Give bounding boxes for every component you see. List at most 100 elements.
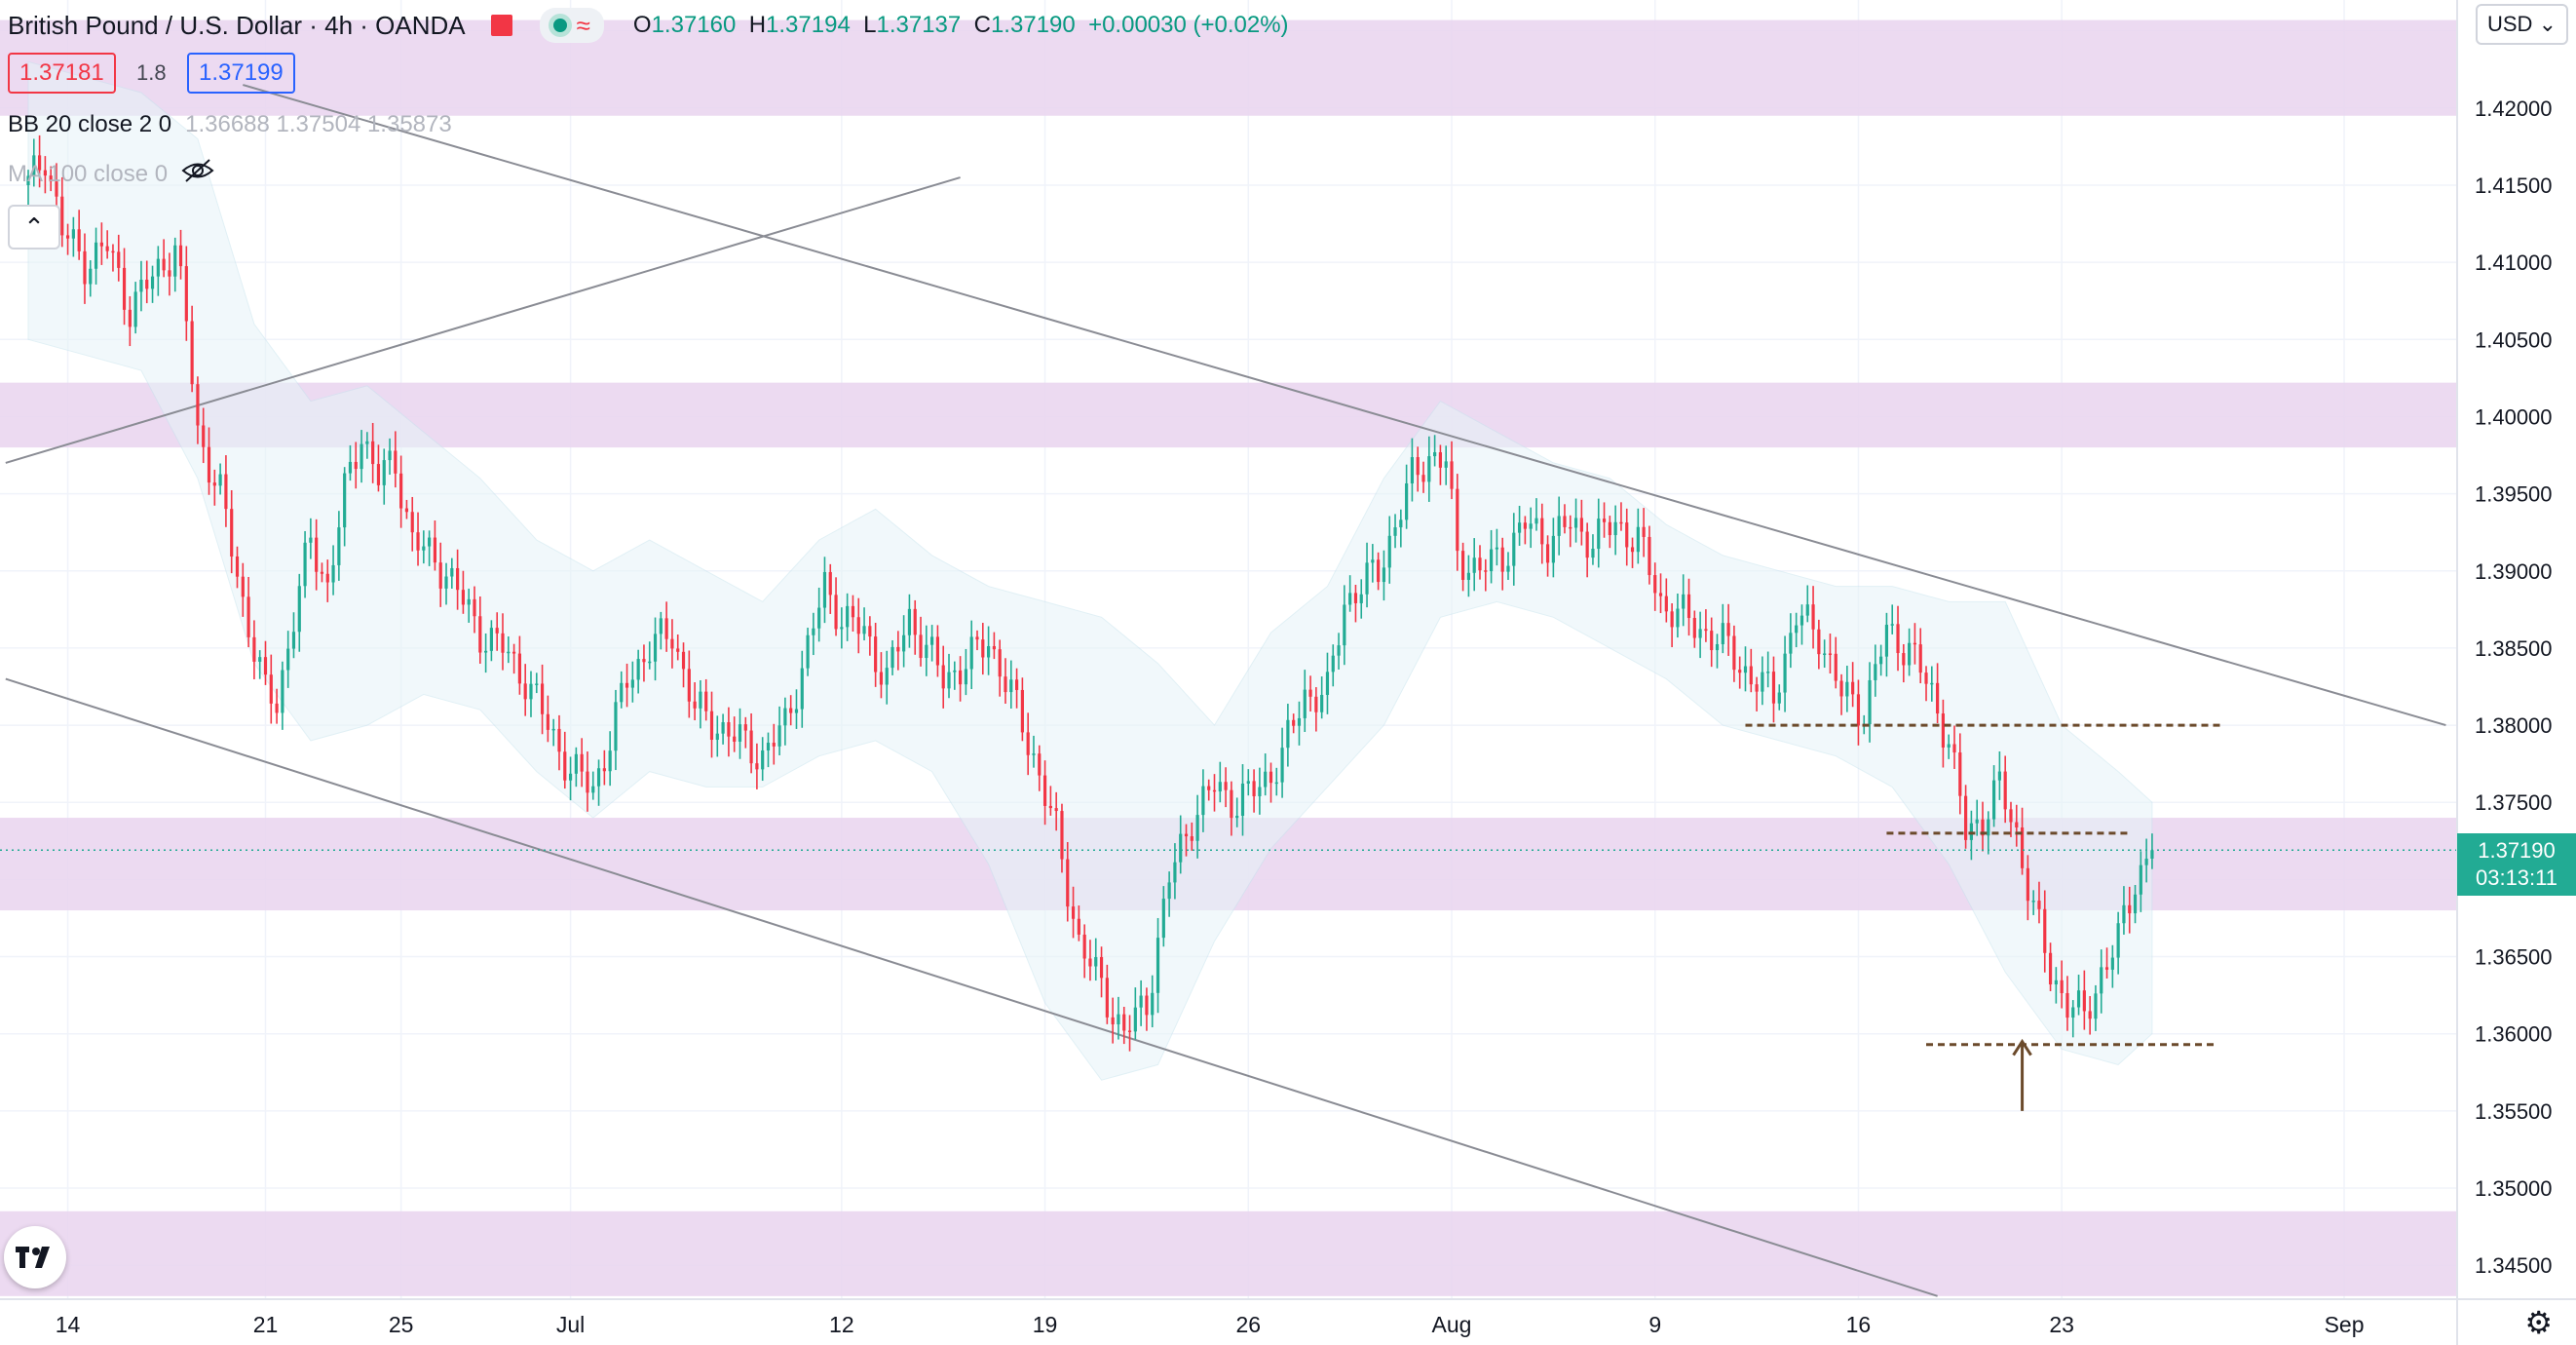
- indicator-ma[interactable]: MA 100 close 0: [8, 158, 214, 190]
- candle-body: [360, 443, 363, 470]
- candle-body: [540, 683, 545, 714]
- candle-body: [817, 607, 821, 629]
- candle-body: [32, 155, 36, 176]
- candle-body: [653, 634, 658, 662]
- candle-body: [1331, 655, 1335, 672]
- candle-body: [1026, 732, 1030, 755]
- candle-body: [783, 708, 787, 726]
- currency-button[interactable]: USD ⌄: [2476, 4, 2568, 45]
- candle-body: [1512, 532, 1516, 566]
- sell-price-button[interactable]: 1.37181: [8, 53, 116, 94]
- candle-body: [331, 564, 335, 583]
- time-tick-label: 9: [1648, 1312, 1661, 1337]
- symbol-title[interactable]: British Pound / U.S. Dollar: [8, 10, 303, 40]
- candle-body: [902, 634, 906, 652]
- candle-body: [822, 571, 827, 608]
- candle-body: [1761, 672, 1764, 692]
- candle-body: [1648, 536, 1651, 576]
- chevron-up-icon[interactable]: ⌃: [8, 205, 60, 250]
- interval-label[interactable]: 4h: [324, 10, 354, 40]
- candle-body: [2094, 993, 2098, 1019]
- candle-body: [1653, 575, 1657, 594]
- candle-body: [77, 229, 81, 251]
- candle-body: [727, 722, 731, 737]
- candle-body: [1981, 819, 1985, 836]
- indicator-bollinger[interactable]: BB 20 close 2 0 1.36688 1.37504 1.35873: [8, 111, 452, 138]
- candle-body: [812, 628, 815, 635]
- candle-body: [1823, 653, 1827, 655]
- candle-body: [1506, 565, 1510, 572]
- candle-body: [687, 669, 691, 702]
- supply-demand-zone: [0, 1210, 2457, 1296]
- candle-body: [959, 670, 963, 685]
- candle-body: [2110, 957, 2114, 970]
- tradingview-logo-icon[interactable]: [4, 1226, 66, 1288]
- price-tick-label: 1.38000: [2475, 713, 2553, 738]
- candle-body: [1077, 918, 1080, 935]
- candle-body: [348, 461, 353, 474]
- candle-body: [315, 537, 319, 572]
- candle-body: [1343, 604, 1346, 646]
- candle-body: [699, 691, 702, 709]
- candle-body: [913, 608, 917, 635]
- candle-body: [1529, 523, 1533, 529]
- candle-body: [1484, 570, 1488, 572]
- candle-body: [1004, 676, 1007, 693]
- candle-body: [1500, 547, 1504, 572]
- price-tick-label: 1.35000: [2475, 1176, 2553, 1201]
- candle-body: [1184, 833, 1189, 837]
- candle-body: [1597, 519, 1601, 550]
- candle-body: [275, 703, 279, 713]
- candle-body: [851, 605, 855, 618]
- candle-body: [1038, 753, 1042, 776]
- candle-body: [1201, 786, 1205, 816]
- candle-body: [1879, 656, 1883, 665]
- candle-body: [2122, 904, 2126, 924]
- candle-body: [1151, 992, 1155, 1016]
- candle-body: [1224, 782, 1228, 790]
- candle-body: [1573, 518, 1578, 528]
- time-tick-label: 12: [829, 1312, 854, 1337]
- indicator-ma-label: MA 100 close 0: [8, 160, 169, 187]
- candle-body: [1325, 672, 1330, 696]
- candle-body: [495, 628, 499, 634]
- candle-body: [935, 636, 940, 666]
- candle-body: [1913, 642, 1917, 645]
- candle-body: [178, 245, 183, 267]
- buy-price-button[interactable]: 1.37199: [187, 53, 295, 94]
- candle-body: [122, 267, 127, 310]
- candle-body: [1771, 672, 1776, 704]
- candle-body: [1551, 535, 1555, 563]
- candle-body: [156, 258, 160, 277]
- candle-body: [438, 562, 442, 589]
- time-tick-label: Aug: [1432, 1312, 1472, 1337]
- candle-body: [749, 730, 753, 764]
- flag-icon[interactable]: [490, 15, 512, 36]
- price-tick-label: 1.36500: [2475, 945, 2553, 970]
- gear-icon[interactable]: ⚙: [2524, 1305, 2553, 1340]
- candle-body: [772, 743, 776, 747]
- candle-body: [281, 670, 284, 713]
- candle-body: [670, 638, 674, 649]
- candle-body: [1365, 562, 1369, 595]
- candle-body: [1450, 461, 1454, 489]
- bar-countdown: 03:13:11: [2475, 865, 2557, 890]
- candle-body: [834, 595, 838, 630]
- candle-body: [139, 279, 143, 292]
- candle-body: [1353, 593, 1358, 603]
- candle-body: [89, 268, 93, 285]
- eye-off-icon[interactable]: [181, 158, 214, 190]
- candle-body: [659, 618, 663, 634]
- candle-body: [1517, 522, 1522, 533]
- candle-body: [2076, 990, 2081, 1008]
- candle-body: [1235, 815, 1239, 819]
- candle-body: [99, 242, 103, 247]
- candle-body: [196, 384, 200, 426]
- candle-body: [800, 668, 804, 710]
- candle-body: [2015, 822, 2019, 828]
- candle-body: [1405, 483, 1409, 520]
- market-status[interactable]: ≈: [539, 8, 604, 43]
- time-tick-label: Sep: [2325, 1312, 2365, 1337]
- candle-body: [969, 636, 973, 670]
